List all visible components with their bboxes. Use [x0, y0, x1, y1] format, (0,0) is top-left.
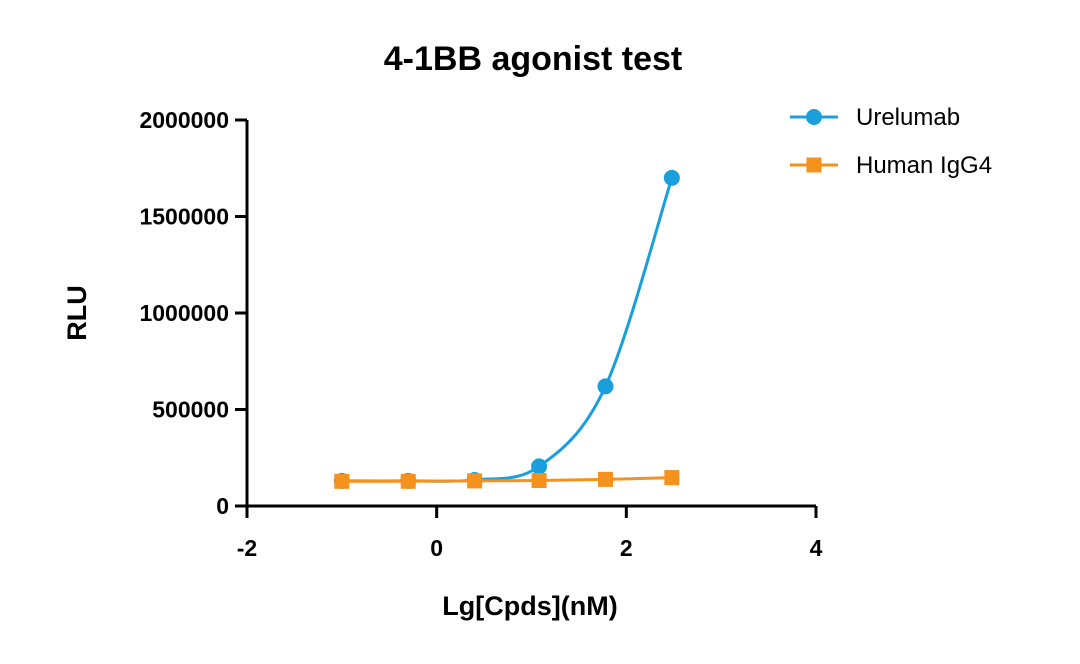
- legend-label: Urelumab: [856, 104, 960, 131]
- x-axis-label: Lg[Cpds](nM): [442, 591, 617, 621]
- legend-marker: [806, 109, 822, 125]
- series-urelumab: [333, 169, 680, 489]
- x-tick-label: 4: [810, 535, 823, 561]
- x-tick-label: -2: [237, 535, 257, 561]
- plot-area: [333, 169, 680, 489]
- data-point: [531, 473, 547, 489]
- legend-marker: [806, 157, 822, 173]
- data-point: [597, 471, 613, 487]
- data-point: [663, 169, 680, 186]
- data-point: [664, 470, 680, 486]
- data-point: [400, 473, 416, 489]
- legend-item: Urelumab: [790, 104, 960, 131]
- y-tick-label: 0: [216, 493, 229, 519]
- chart-title: 4-1BB agonist test: [384, 40, 683, 78]
- legend: Urelumab Human IgG4: [790, 104, 992, 179]
- y-tick-label: 2000000: [139, 107, 229, 133]
- y-tick-label: 1000000: [139, 300, 229, 326]
- series-line: [341, 476, 672, 483]
- data-point: [597, 378, 614, 395]
- series-line: [341, 177, 674, 483]
- x-tick-label: 0: [430, 535, 443, 561]
- y-tick-label: 500000: [152, 397, 229, 423]
- data-point: [531, 458, 548, 475]
- data-point: [334, 473, 350, 489]
- x-axis-ticks: -2 0 2 4: [237, 506, 823, 561]
- y-axis-label: RLU: [62, 285, 92, 341]
- y-tick-label: 1500000: [139, 204, 229, 230]
- data-point: [467, 473, 483, 489]
- legend-item: Human IgG4: [790, 152, 992, 179]
- x-tick-label: 2: [620, 535, 633, 561]
- y-axis-ticks: 0 500000 1000000 1500000 2000000: [139, 107, 247, 519]
- series-human-igg4: [334, 470, 680, 489]
- legend-label: Human IgG4: [856, 152, 992, 179]
